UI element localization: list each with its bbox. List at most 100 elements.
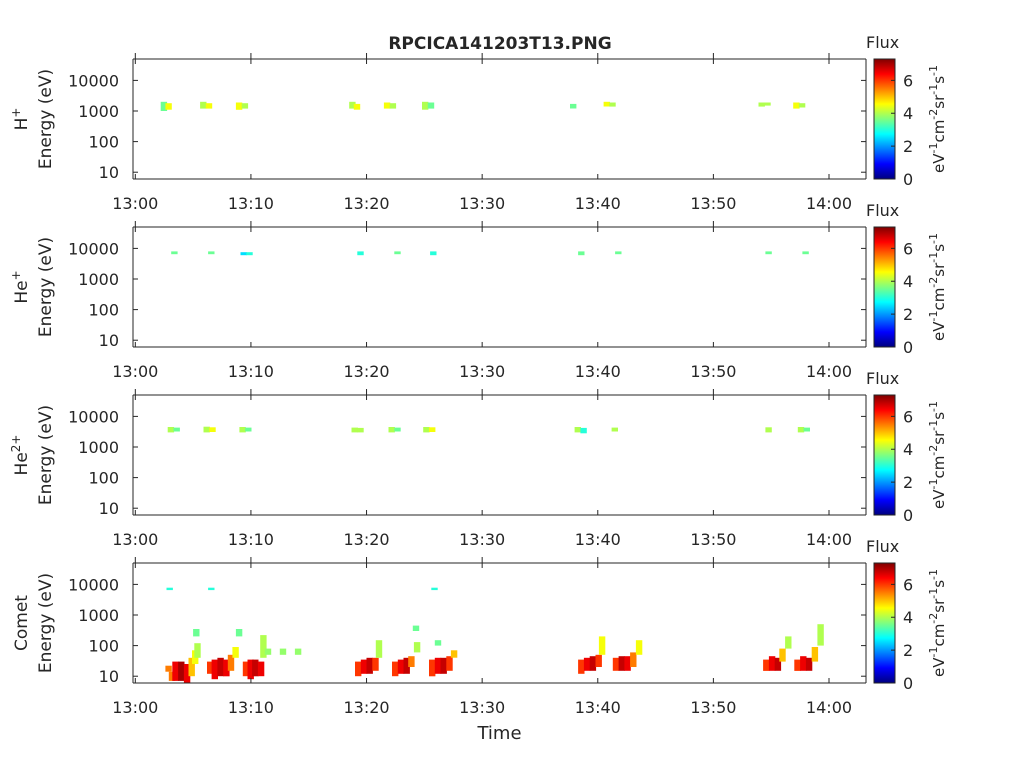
data-cell bbox=[168, 671, 176, 681]
unit-base: sr bbox=[930, 430, 948, 445]
unit-exponent: -1 bbox=[927, 479, 940, 490]
heatmap-cells bbox=[171, 251, 809, 256]
data-cell bbox=[589, 656, 597, 671]
colorbar-tick-label: 0 bbox=[903, 506, 913, 525]
y-axis-species-label: Comet bbox=[12, 595, 32, 651]
data-cell bbox=[422, 101, 429, 110]
x-tick-label: 13:00 bbox=[112, 194, 158, 213]
data-cell bbox=[595, 654, 602, 667]
unit-base: eV bbox=[930, 153, 948, 173]
x-tick-label: 13:40 bbox=[575, 530, 621, 549]
data-cell bbox=[394, 427, 401, 432]
data-cell bbox=[188, 657, 195, 677]
data-cell bbox=[779, 648, 786, 662]
unit-exponent: -1 bbox=[927, 420, 940, 431]
colorbar-unit-label: eV-1cm-2sr-1s-1 bbox=[927, 65, 948, 173]
colorbar-title: Flux bbox=[866, 369, 899, 388]
colorbar-tick-label: 0 bbox=[903, 170, 913, 189]
unit-exponent: -1 bbox=[927, 401, 940, 412]
data-cell bbox=[167, 427, 175, 433]
data-cell bbox=[578, 659, 585, 674]
data-cell bbox=[430, 251, 437, 256]
data-cell bbox=[357, 251, 364, 256]
x-tick-label: 13:30 bbox=[459, 698, 505, 717]
species-charge: + bbox=[9, 270, 23, 280]
data-cell bbox=[257, 661, 265, 677]
heatmap-cells bbox=[167, 426, 810, 434]
data-cell bbox=[434, 657, 442, 674]
x-tick-label: 13:20 bbox=[343, 194, 389, 213]
colorbar-tick-label: 4 bbox=[903, 608, 913, 627]
y-tick-label: 10000 bbox=[68, 407, 119, 426]
y-axis-energy-label: Energy (eV) bbox=[36, 237, 56, 337]
data-cell bbox=[264, 648, 272, 655]
data-cell bbox=[803, 427, 810, 432]
unit-exponent: -1 bbox=[927, 569, 940, 580]
data-cell bbox=[360, 659, 368, 674]
data-cell bbox=[194, 643, 201, 658]
species-name: Comet bbox=[12, 595, 32, 651]
x-tick-label: 13:00 bbox=[112, 530, 158, 549]
data-cell bbox=[355, 661, 362, 677]
unit-base: s bbox=[930, 244, 948, 252]
data-cell bbox=[375, 640, 383, 658]
unit-exponent: -1 bbox=[927, 647, 940, 658]
y-tick-label: 100 bbox=[88, 637, 119, 656]
data-cell bbox=[227, 654, 235, 671]
species-charge: + bbox=[9, 108, 23, 118]
x-tick-label: 13:00 bbox=[112, 698, 158, 717]
y-axis-energy-label: Energy (eV) bbox=[36, 573, 56, 673]
data-cell bbox=[431, 587, 438, 591]
data-cell bbox=[574, 427, 581, 433]
data-cell bbox=[241, 103, 249, 109]
data-cell bbox=[630, 652, 637, 667]
data-cell bbox=[383, 102, 391, 109]
data-cell bbox=[811, 647, 819, 662]
data-cell bbox=[211, 659, 218, 680]
data-cell bbox=[603, 101, 610, 107]
data-cell bbox=[797, 427, 805, 433]
data-cell bbox=[609, 102, 616, 107]
colorbar-tick-label: 2 bbox=[903, 641, 913, 660]
data-cell bbox=[817, 624, 824, 646]
data-cell bbox=[612, 657, 620, 671]
data-cell bbox=[173, 427, 180, 432]
data-cell bbox=[171, 251, 178, 255]
data-cell bbox=[446, 656, 453, 671]
data-cell bbox=[205, 103, 213, 109]
colorbar-title: Flux bbox=[866, 33, 899, 52]
unit-base: cm bbox=[930, 456, 948, 479]
y-tick-label: 1000 bbox=[78, 606, 119, 625]
x-tick-label: 13:10 bbox=[228, 194, 274, 213]
y-tick-label: 10 bbox=[99, 163, 119, 182]
data-cell bbox=[450, 650, 458, 658]
y-tick-label: 1000 bbox=[78, 102, 119, 121]
unit-base: cm bbox=[930, 624, 948, 647]
unit-base: sr bbox=[930, 598, 948, 613]
data-cell bbox=[598, 636, 606, 655]
y-axis-energy-label: Energy (eV) bbox=[36, 69, 56, 169]
y-axis-energy-label: Energy (eV) bbox=[36, 405, 56, 505]
data-cell bbox=[246, 252, 253, 256]
colorbar-title: Flux bbox=[866, 201, 899, 220]
unit-base: eV bbox=[930, 657, 948, 677]
data-cell bbox=[217, 657, 224, 677]
unit-exponent: -1 bbox=[927, 84, 940, 95]
y-tick-label: 100 bbox=[88, 301, 119, 320]
x-axis-label: Time bbox=[476, 723, 521, 744]
data-cell bbox=[366, 657, 373, 674]
data-cell bbox=[412, 625, 420, 631]
unit-exponent: -1 bbox=[927, 311, 940, 322]
data-cell bbox=[239, 427, 246, 433]
data-cell bbox=[427, 102, 435, 109]
data-cell bbox=[357, 427, 364, 433]
panel-4: 13:00 13:10 13:20 13:30 13:40 13:50 14:00 10 100… bbox=[12, 537, 948, 744]
y-axis-species-label: He2+ bbox=[9, 435, 32, 476]
y-tick-label: 1000 bbox=[78, 438, 119, 457]
data-cell bbox=[183, 664, 191, 683]
data-cell bbox=[611, 427, 618, 432]
y-tick-label: 10000 bbox=[68, 239, 119, 258]
colorbar-tick-label: 4 bbox=[903, 440, 913, 459]
data-cell bbox=[580, 427, 587, 434]
